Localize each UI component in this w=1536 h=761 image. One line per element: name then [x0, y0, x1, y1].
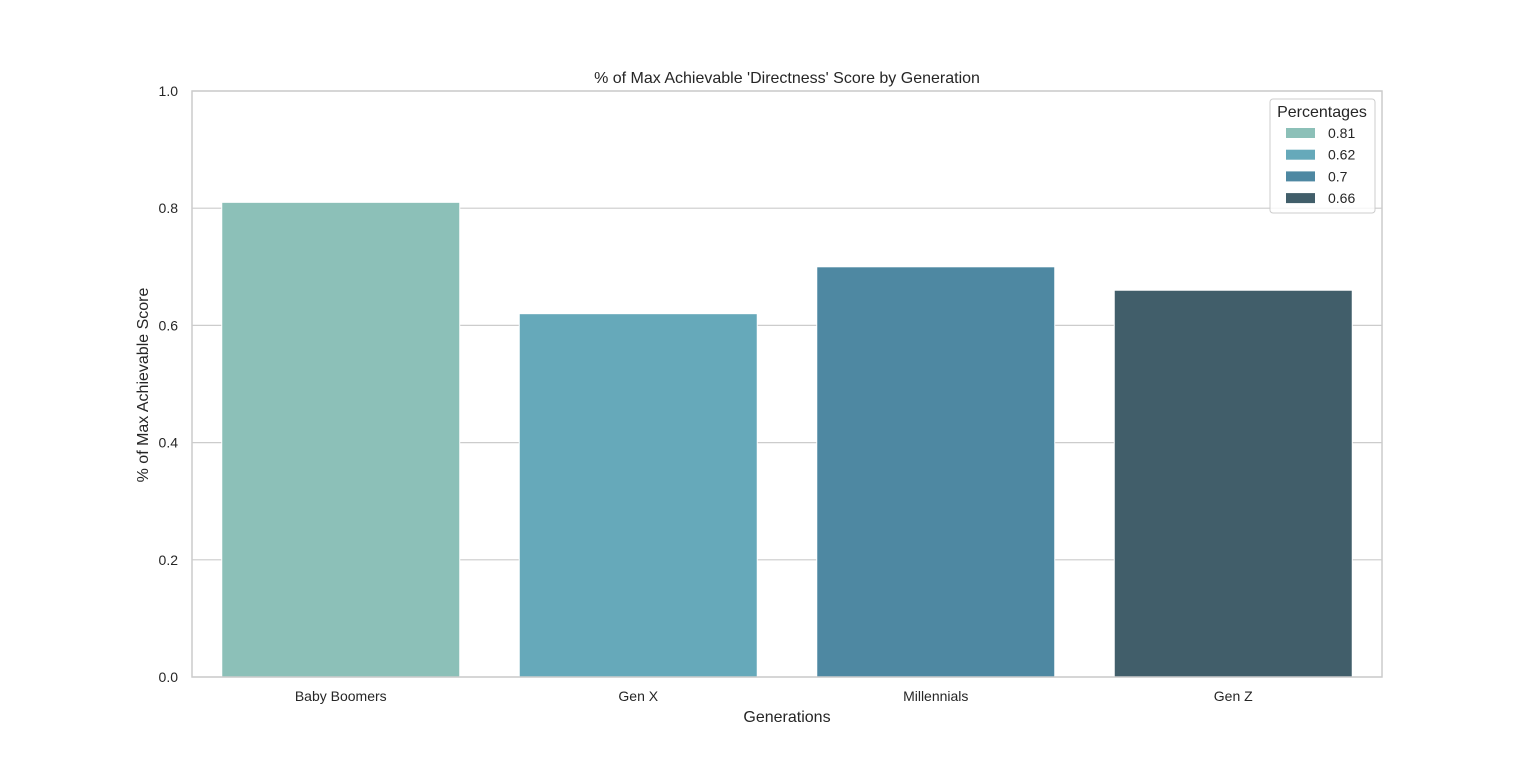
bar — [518, 313, 758, 678]
legend-title: Percentages — [1277, 104, 1367, 121]
y-tick-label: 0.6 — [159, 317, 179, 333]
y-axis-label: % of Max Achievable Score — [135, 288, 152, 483]
y-axis-ticks: 0.0 0.2 0.4 0.6 0.8 1.0 — [159, 83, 179, 685]
y-tick-label: 1.0 — [159, 83, 179, 99]
legend-swatch — [1286, 171, 1315, 182]
legend-label: 0.7 — [1328, 168, 1348, 184]
y-tick-label: 0.2 — [159, 552, 179, 568]
bars — [221, 201, 1353, 678]
legend-label: 0.62 — [1328, 147, 1355, 163]
legend-swatch — [1286, 193, 1315, 204]
bar — [1113, 289, 1353, 678]
chart-title: % of Max Achievable 'Directness' Score b… — [594, 70, 980, 87]
x-tick-label: Gen X — [618, 688, 658, 704]
bar — [221, 201, 461, 678]
x-axis-ticks: Baby Boomers Gen X Millennials Gen Z — [295, 688, 1253, 704]
x-axis-label: Generations — [743, 709, 830, 726]
x-tick-label: Millennials — [903, 688, 968, 704]
legend-label: 0.81 — [1328, 125, 1355, 141]
y-tick-label: 0.4 — [159, 435, 179, 451]
y-tick-label: 0.0 — [159, 669, 179, 685]
legend: Percentages 0.81 0.62 0.7 0.66 — [1269, 98, 1376, 214]
legend-entries: 0.81 0.62 0.7 0.66 — [1286, 125, 1355, 206]
legend-swatch — [1286, 149, 1315, 160]
legend-label: 0.66 — [1328, 190, 1355, 206]
x-tick-label: Gen Z — [1214, 688, 1253, 704]
x-tick-label: Baby Boomers — [295, 688, 387, 704]
y-tick-label: 0.8 — [159, 200, 179, 216]
plot-frame — [191, 90, 1383, 678]
bar — [816, 266, 1056, 678]
legend-swatch — [1286, 128, 1315, 138]
legend-box — [1269, 98, 1376, 214]
